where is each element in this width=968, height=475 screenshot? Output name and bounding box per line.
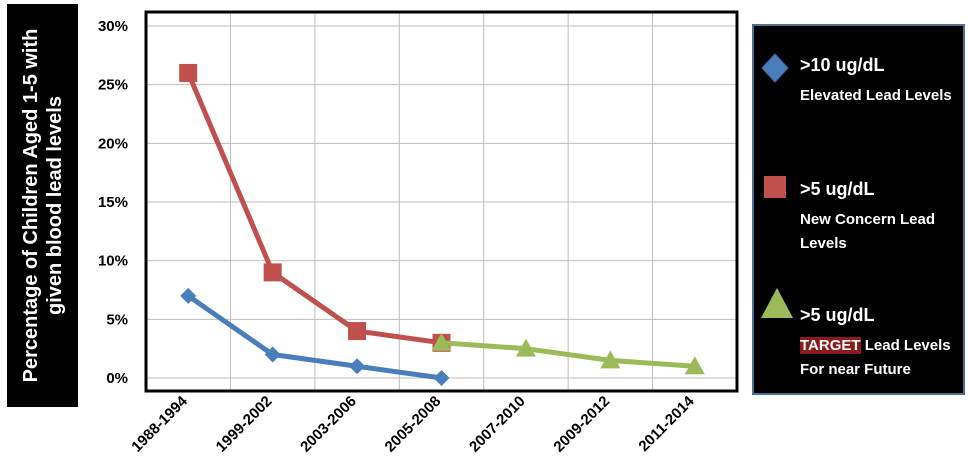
diamond-marker-icon	[761, 53, 789, 83]
target-description-rest: Lead Levels For near Future	[800, 337, 951, 378]
series	[179, 63, 705, 386]
data-point-square	[348, 322, 367, 341]
data-point-square	[263, 263, 282, 282]
x-tick-label: 2007-2010	[466, 393, 529, 456]
series-line	[185, 70, 444, 346]
grid	[146, 12, 737, 391]
x-tick-label: 2009-2012	[550, 393, 613, 456]
series-1	[180, 287, 450, 386]
y-axis-ticks: 0% 5% 10% 15% 20% 25% 30%	[98, 18, 128, 387]
data-point-diamond	[349, 358, 366, 375]
legend-series-name: >5 ug/dL	[800, 305, 875, 325]
y-tick-label: 15%	[98, 194, 128, 211]
plot-area	[144, 10, 739, 393]
x-axis-ticks: 1988-1994 1999-2002 2003-2006 2005-2008 2007…	[128, 392, 698, 455]
legend-series-name: >10 ug/dL	[800, 55, 885, 75]
series-3	[431, 332, 705, 375]
x-tick-label: 1999-2002	[213, 393, 276, 456]
data-point-triangle	[600, 350, 621, 369]
x-tick-label: 2003-2006	[297, 393, 360, 456]
y-axis-label-box: Percentage of Children Aged 1-5 with giv…	[7, 4, 78, 407]
series-line	[185, 293, 444, 381]
y-tick-label: 25%	[98, 77, 128, 94]
x-tick-label: 2005-2008	[382, 393, 445, 456]
series-line	[439, 340, 698, 369]
data-point-diamond	[433, 370, 450, 386]
y-tick-label: 20%	[98, 135, 128, 152]
legend-series-description: Elevated Lead Levels	[800, 87, 952, 104]
target-highlight: TARGET	[800, 337, 861, 354]
legend: >10 ug/dL Elevated Lead Levels >5 ug/dL …	[752, 24, 965, 395]
y-tick-label: 5%	[106, 311, 128, 328]
data-point-triangle	[431, 332, 452, 351]
data-point-triangle	[515, 338, 536, 357]
y-tick-label: 30%	[98, 18, 128, 35]
y-tick-label: 10%	[98, 253, 128, 270]
data-point-square	[179, 63, 198, 82]
triangle-marker-icon	[761, 288, 793, 318]
legend-series-description: New Concern Lead Levels	[800, 211, 936, 252]
y-tick-label: 0%	[106, 370, 128, 387]
data-point-diamond	[180, 287, 197, 304]
square-marker-icon	[764, 176, 786, 198]
legend-series-name: >5 ug/dL	[800, 179, 875, 199]
x-tick-label: 1988-1994	[128, 392, 191, 455]
data-point-triangle	[684, 356, 705, 375]
x-tick-label: 2011-2014	[635, 392, 698, 455]
data-point-diamond	[264, 346, 281, 363]
legend-series-description: TARGET Lead Levels For near Future	[800, 334, 965, 382]
